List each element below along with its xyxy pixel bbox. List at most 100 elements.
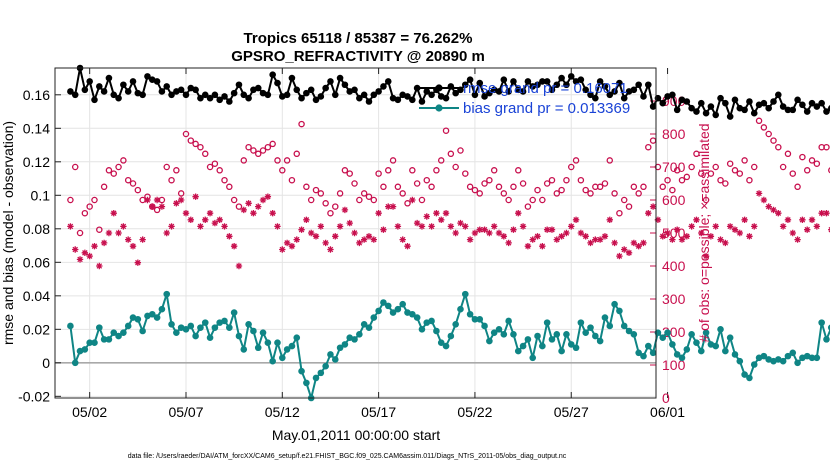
bias-point — [500, 331, 508, 338]
obs-assimilated-marker — [418, 223, 426, 230]
obs-assimilated-marker — [72, 246, 79, 253]
obs-possible-marker — [760, 124, 768, 131]
obs-assimilated-marker — [712, 223, 719, 230]
rmse-point — [693, 108, 700, 115]
y-tick-label-left: 0.14 — [23, 120, 50, 136]
bias-point — [635, 349, 642, 357]
obs-possible-marker — [765, 130, 772, 138]
obs-possible-marker — [245, 143, 252, 151]
obs-possible-marker — [486, 176, 493, 184]
obs-assimilated-marker — [322, 239, 329, 247]
bias-point — [813, 354, 821, 362]
obs-possible-marker — [351, 180, 358, 187]
rmse-point — [500, 76, 508, 84]
rmse-point — [409, 96, 416, 104]
legend: rmse grand pr = 0.16071 bias grand pr = … — [419, 80, 630, 117]
obs-assimilated-marker — [611, 239, 618, 247]
obs-assimilated-marker — [818, 210, 825, 217]
obs-assimilated-marker — [216, 216, 223, 223]
rmse-point — [105, 74, 113, 82]
bias-point — [269, 357, 276, 365]
obs-possible-marker — [481, 180, 488, 187]
obs-possible-marker — [409, 167, 416, 174]
bias-point — [688, 331, 695, 338]
bias-point — [481, 322, 488, 330]
obs-assimilated-marker — [385, 203, 392, 210]
obs-assimilated-marker — [206, 210, 214, 217]
bias-point — [182, 326, 190, 333]
rmse-point — [688, 104, 695, 112]
bias-point — [437, 339, 445, 347]
obs-possible-marker — [616, 209, 623, 217]
obs-assimilated-marker — [153, 196, 161, 204]
obs-assimilated-marker — [640, 239, 647, 247]
rmse-point — [177, 86, 185, 94]
obs-possible-marker — [221, 176, 228, 184]
y-tick-label-right: 500 — [662, 225, 686, 241]
obs-possible-marker — [649, 137, 657, 144]
bias-point — [351, 336, 358, 343]
obs-assimilated-marker — [731, 226, 739, 233]
obs-possible-marker — [360, 190, 368, 197]
bias-point — [394, 305, 402, 313]
rmse-point — [596, 78, 604, 85]
obs-possible-marker — [447, 150, 455, 158]
obs-assimilated-marker — [307, 229, 315, 237]
obs-assimilated-marker — [563, 229, 570, 237]
rmse-point — [630, 86, 638, 94]
obs-assimilated-marker — [230, 243, 238, 250]
bias-point — [736, 357, 744, 365]
obs-assimilated-marker — [149, 203, 156, 210]
rmse-point — [341, 81, 349, 89]
footnote: data file: /Users/raeder/DAI/ATM_forcXX/… — [128, 453, 567, 460]
obs-possible-marker — [437, 157, 445, 164]
rmse-point — [423, 88, 431, 95]
rmse-point — [784, 106, 792, 114]
obs-possible-marker — [96, 226, 103, 233]
rmse-point — [293, 86, 301, 94]
obs-assimilated-marker — [226, 233, 233, 240]
rmse-point — [206, 94, 214, 102]
obs-possible-marker — [365, 193, 373, 200]
obs-possible-marker — [254, 150, 262, 158]
rmse-point — [360, 91, 368, 99]
rmse-point — [312, 96, 320, 104]
rmse-point — [592, 94, 599, 102]
obs-assimilated-marker — [235, 262, 243, 270]
bias-point — [582, 329, 589, 336]
bias-point — [760, 352, 768, 360]
bias-point — [461, 290, 469, 298]
obs-possible-marker — [808, 157, 816, 164]
obs-assimilated-marker — [760, 196, 768, 204]
bias-point — [370, 314, 378, 321]
obs-possible-marker — [664, 176, 671, 184]
obs-possible-marker — [433, 167, 440, 174]
rmse-point — [211, 91, 219, 99]
bias-point — [288, 342, 296, 350]
obs-assimilated-marker — [336, 223, 344, 230]
rmse-point — [370, 91, 378, 99]
bias-point — [433, 327, 440, 335]
legend-bias-marker — [435, 104, 443, 112]
bias-point — [784, 352, 792, 360]
obs-assimilated-marker — [481, 226, 488, 233]
y-tick-label-left: 0.1 — [31, 187, 51, 203]
rmse-point — [120, 81, 127, 89]
bias-point — [192, 332, 199, 340]
obs-assimilated-marker — [688, 223, 695, 230]
obs-possible-marker — [336, 190, 344, 197]
obs-possible-marker — [413, 180, 421, 187]
obs-possible-marker — [524, 203, 532, 210]
y-tick-label-left: -0.02 — [18, 388, 50, 404]
legend-bias-label: bias grand pr = 0.013369 — [463, 100, 630, 117]
bias-point — [201, 319, 209, 326]
obs-assimilated-marker — [601, 233, 609, 240]
obs-possible-marker — [177, 190, 185, 197]
rmse-point — [789, 106, 797, 114]
obs-assimilated-marker — [163, 229, 170, 237]
obs-possible-marker — [67, 196, 74, 204]
obs-possible-marker — [322, 200, 329, 207]
obs-possible-marker — [134, 186, 142, 194]
obs-assimilated-marker — [134, 259, 142, 266]
